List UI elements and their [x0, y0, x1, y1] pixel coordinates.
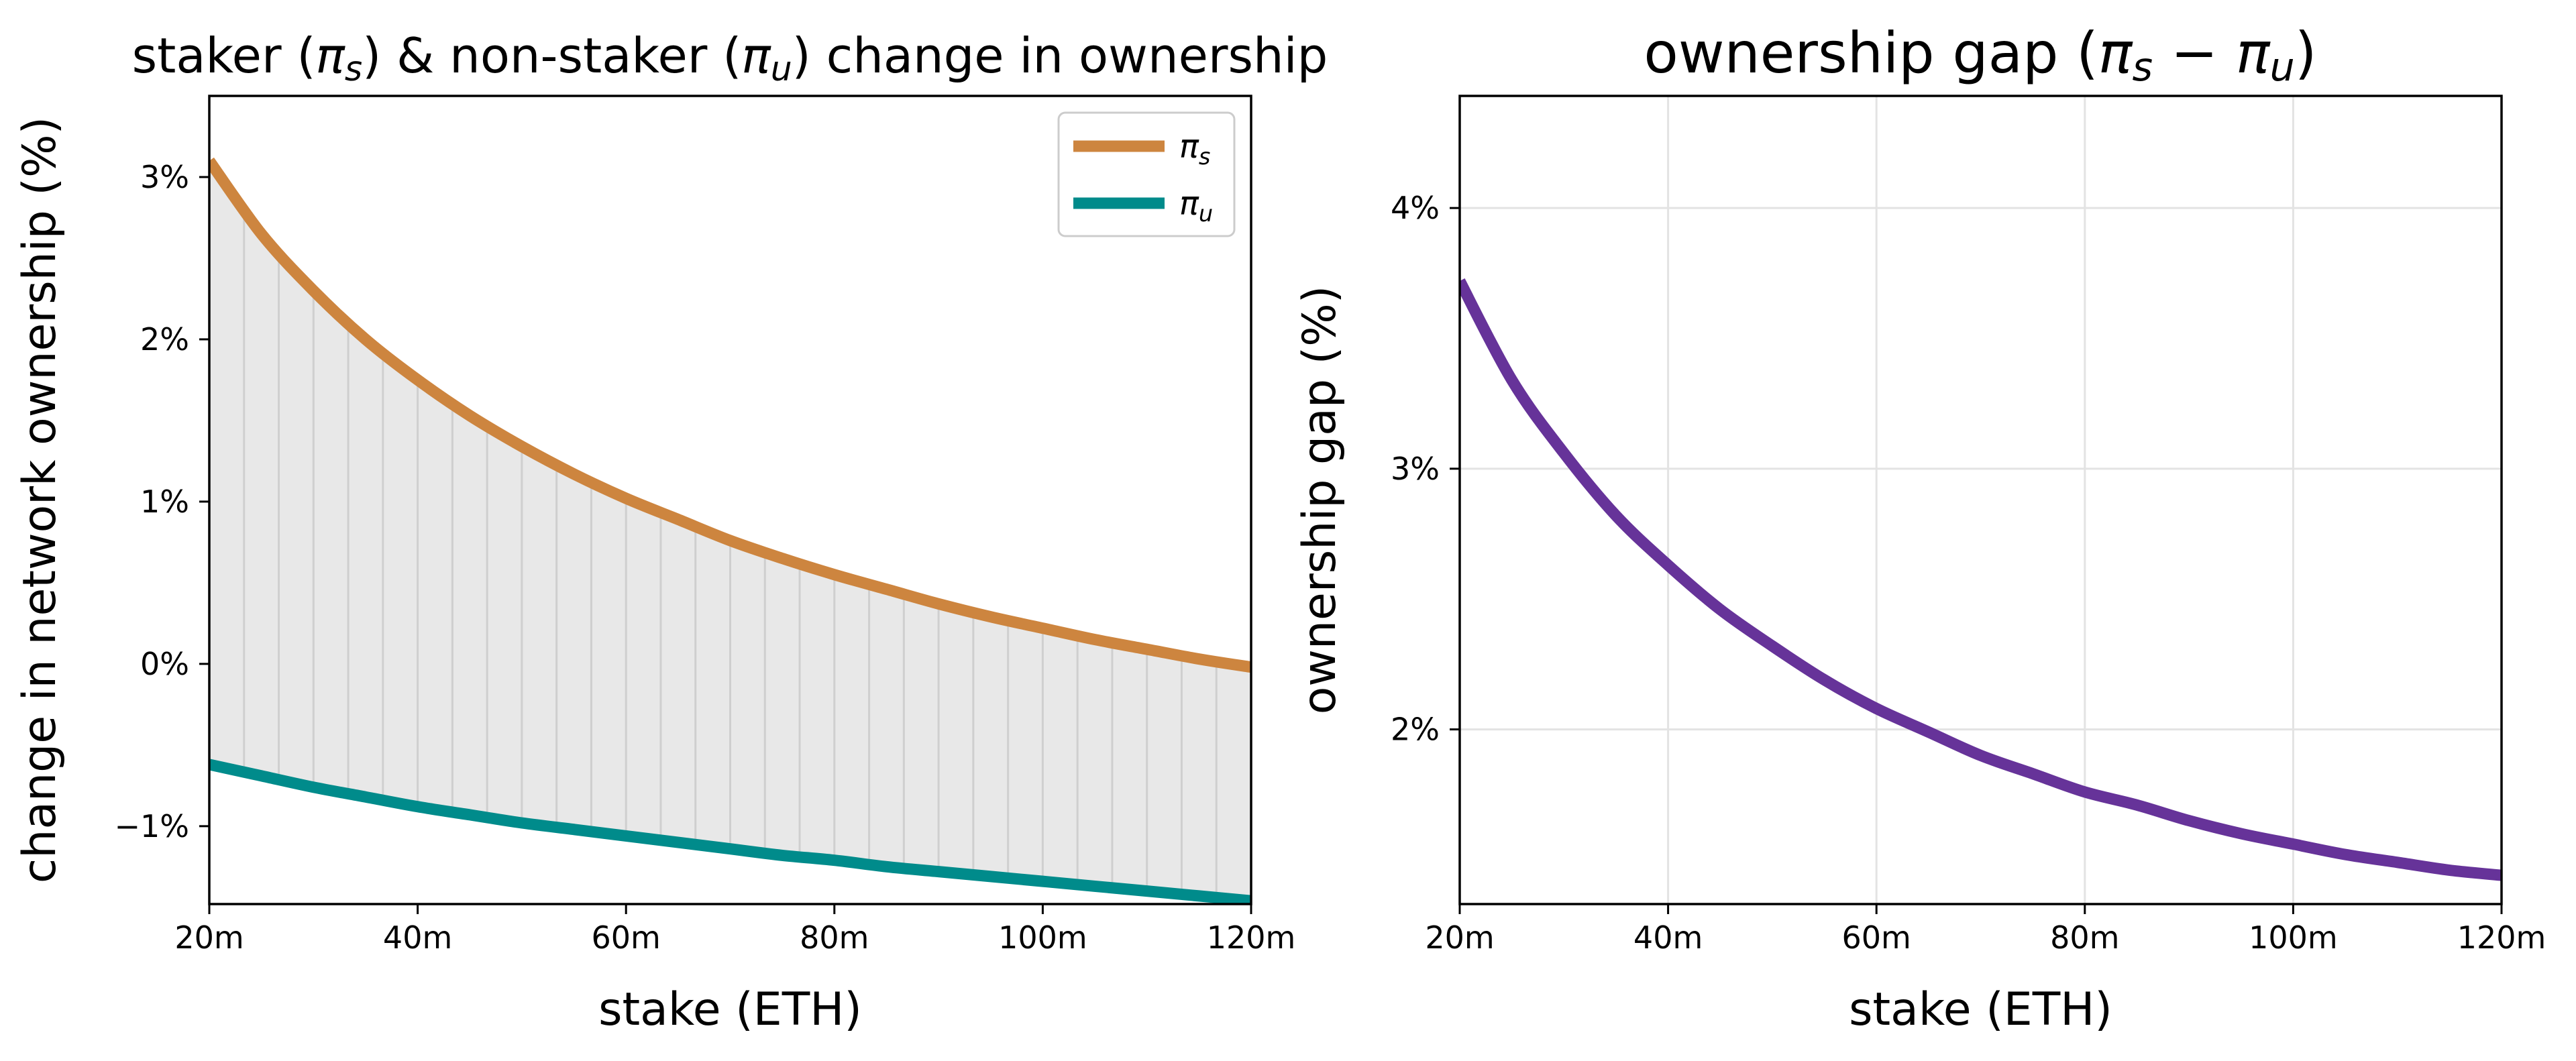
y-tick-label: −1%: [114, 808, 189, 844]
title-text: staker (: [132, 27, 316, 84]
fill-between-area: [209, 160, 1251, 901]
axes-frame: [208, 95, 1252, 905]
x-tick-label: 80m: [2050, 919, 2119, 956]
x-axis-label: stake (ETH): [598, 983, 862, 1036]
fill-hatch-lines: [243, 209, 1218, 898]
x-tick-label: 120m: [1207, 919, 1296, 956]
title-text: ): [2295, 20, 2317, 86]
y-axis-label: change in network ownership (%): [13, 117, 66, 883]
y-axis-label: ownership gap (%): [1293, 286, 1346, 715]
y-tick-label: 1%: [140, 484, 189, 520]
title-text: −: [2153, 20, 2236, 86]
chart-panel-1: 20m 40m 60m 80m 100m 120m −1% 0% 1% 2% 3% stake (ET…: [13, 27, 1328, 1036]
y-tick-label: 2%: [140, 321, 189, 357]
chart-title: ownership gap (πs − πu): [1644, 20, 2316, 90]
x-tick-label: 120m: [2457, 919, 2546, 956]
legend-symbol: π: [1179, 185, 1199, 223]
title-text: ) change in ownership: [792, 27, 1328, 84]
x-tick-label: 40m: [1633, 919, 1703, 956]
legend-subscript: u: [1199, 201, 1213, 227]
legend-symbol: π: [1179, 128, 1199, 166]
title-text: ownership gap (: [1644, 20, 2098, 86]
y-tick-label: 4%: [1391, 190, 1440, 226]
title-subscript: u: [2270, 44, 2295, 90]
x-tick-label: 20m: [1425, 919, 1494, 956]
y-tick-label: 3%: [140, 159, 189, 195]
series-line-1: [1460, 278, 2502, 881]
title-symbol: π: [2236, 20, 2271, 86]
y-tick-label: 3%: [1391, 451, 1440, 487]
legend-label-u: πu: [1179, 185, 1213, 227]
x-tick-label: 80m: [800, 919, 869, 956]
x-axis-label: stake (ETH): [1849, 983, 2112, 1036]
axes-frame: [1458, 95, 2503, 905]
chart-title: staker (πs) & non-staker (πu) change in …: [132, 27, 1328, 89]
y-tick-label: 0%: [140, 646, 189, 682]
chart-panel-2: 20m 40m 60m 80m 100m 120m 2% 3% 4% stake (ETH) own…: [1293, 20, 2546, 1036]
x-tick-label: 100m: [2249, 919, 2338, 956]
title-symbol: π: [741, 27, 771, 84]
x-tick-label: 20m: [174, 919, 244, 956]
title-symbol: π: [2098, 20, 2133, 86]
series-line-s: [209, 157, 1251, 673]
x-tick-label: 60m: [1842, 919, 1911, 956]
title-subscript: u: [771, 49, 792, 89]
y-tick-label: 2%: [1391, 712, 1440, 748]
gridlines: [1458, 96, 2503, 904]
title-subscript: s: [2133, 44, 2153, 90]
title-text: ) & non-staker (: [362, 27, 741, 84]
legend-subscript: s: [1199, 144, 1211, 170]
legend-label-s: πs: [1179, 128, 1210, 170]
x-tick-label: 40m: [383, 919, 452, 956]
x-tick-label: 100m: [998, 919, 1087, 956]
series-line-u: [209, 759, 1251, 904]
x-tick-label: 60m: [592, 919, 661, 956]
title-subscript: s: [345, 49, 362, 89]
title-symbol: π: [316, 27, 346, 84]
